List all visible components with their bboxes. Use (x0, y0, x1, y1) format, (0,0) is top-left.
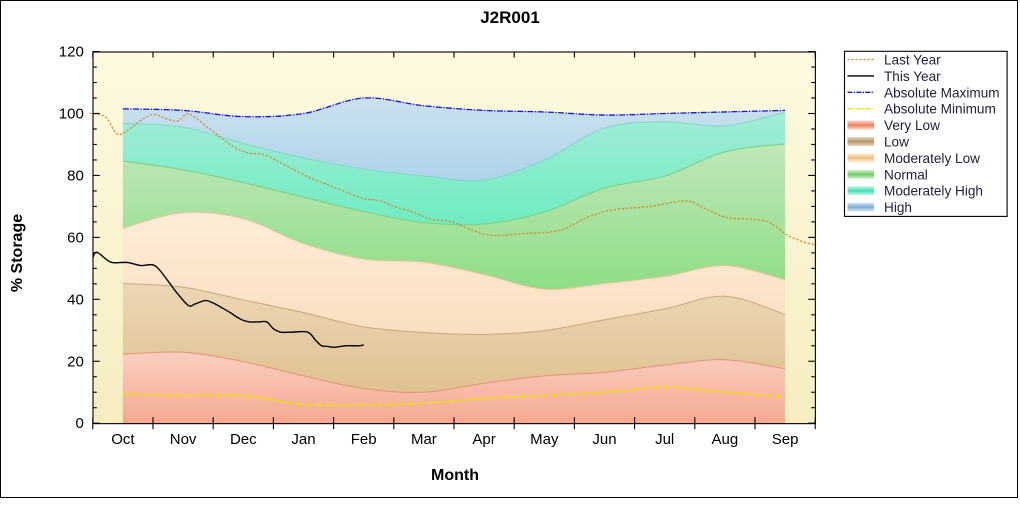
svg-text:60: 60 (67, 229, 84, 246)
svg-text:Jan: Jan (291, 431, 315, 448)
svg-text:Low: Low (884, 135, 909, 150)
svg-text:0: 0 (75, 415, 83, 432)
svg-text:% Storage: % Storage (9, 214, 26, 292)
svg-text:Mar: Mar (411, 431, 437, 448)
svg-text:Sep: Sep (772, 431, 799, 448)
svg-text:Absolute Minimum: Absolute Minimum (884, 102, 996, 117)
svg-text:Absolute Maximum: Absolute Maximum (884, 85, 1000, 100)
svg-text:Jun: Jun (592, 431, 616, 448)
svg-text:Jul: Jul (655, 431, 674, 448)
svg-text:Normal: Normal (884, 167, 928, 182)
svg-text:20: 20 (67, 353, 84, 370)
svg-text:Moderately Low: Moderately Low (884, 151, 980, 166)
svg-text:Last Year: Last Year (884, 53, 941, 68)
svg-text:Aug: Aug (712, 431, 739, 448)
svg-text:This Year: This Year (884, 69, 941, 84)
svg-text:Very Low: Very Low (884, 118, 940, 133)
svg-text:Moderately High: Moderately High (884, 184, 983, 199)
svg-text:May: May (530, 431, 559, 448)
svg-text:Oct: Oct (111, 431, 135, 448)
svg-text:Feb: Feb (351, 431, 377, 448)
svg-text:Apr: Apr (472, 431, 495, 448)
svg-text:80: 80 (67, 167, 84, 184)
svg-text:40: 40 (67, 291, 84, 308)
svg-text:High: High (884, 200, 912, 215)
svg-text:Month: Month (431, 467, 479, 484)
svg-text:100: 100 (59, 106, 84, 123)
svg-text:120: 120 (59, 44, 84, 61)
svg-text:Nov: Nov (170, 431, 197, 448)
svg-text:Dec: Dec (230, 431, 257, 448)
